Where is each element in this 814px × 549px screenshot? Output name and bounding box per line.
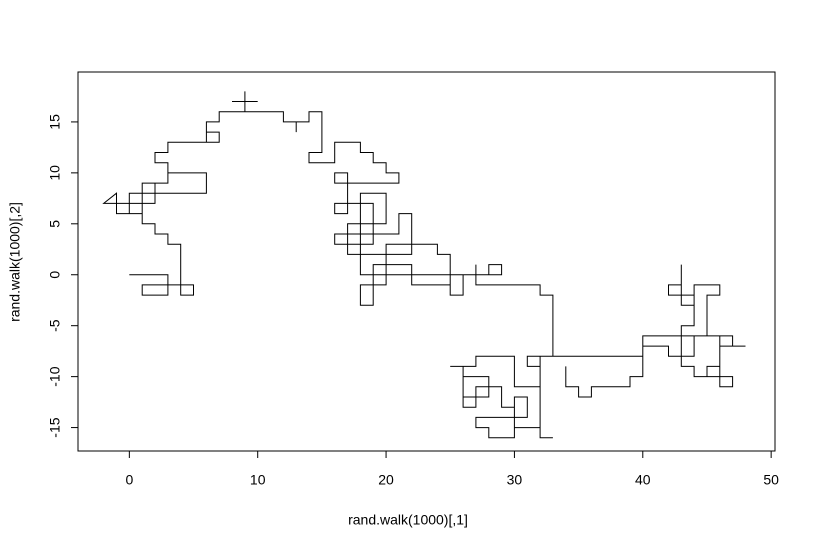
walk-line: [102, 91, 746, 439]
y-axis-label: rand.walk(1000)[,2]: [7, 202, 23, 322]
y-tick-label: -5: [47, 319, 63, 332]
y-tick-label: -10: [47, 366, 63, 386]
x-tick-label: 10: [250, 472, 266, 488]
x-tick-label: 0: [125, 472, 133, 488]
y-tick-label: 0: [47, 271, 63, 279]
x-tick-label: 30: [507, 472, 523, 488]
x-tick-label: 40: [635, 472, 651, 488]
y-tick-label: 10: [47, 165, 63, 181]
x-axis-label: rand.walk(1000)[,1]: [348, 512, 468, 528]
x-tick-label: 20: [378, 472, 394, 488]
y-tick-label: -15: [47, 417, 63, 437]
plot-box: [77, 71, 776, 452]
y-tick-label: 5: [47, 220, 63, 228]
x-tick-label: 50: [763, 472, 779, 488]
y-tick-label: 15: [47, 114, 63, 130]
